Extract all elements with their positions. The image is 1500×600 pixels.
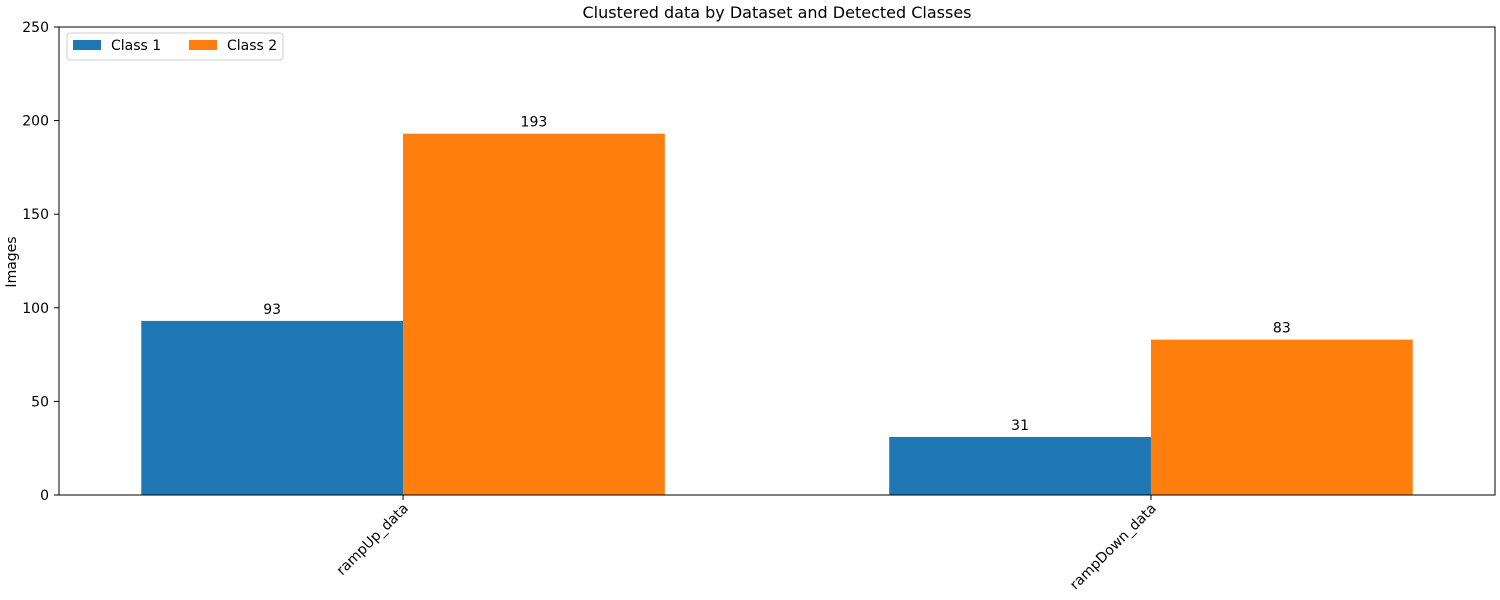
y-tick-label: 200 [22,114,49,130]
bar-class-1-rampup_data [141,320,404,495]
legend-box [66,32,284,61]
data-label: 93 [263,302,281,318]
data-label: 31 [1011,418,1029,434]
bar-class-2-rampup_data [403,133,665,496]
chart-title: Clustered data by Dataset and Detected C… [583,3,972,22]
bars-layer [141,133,1413,496]
bar-class-2-rampdown_data [1150,339,1413,495]
legend: Class 1 Class 2 [66,32,284,61]
y-tick-label: 100 [22,301,49,317]
plot-area-frame [58,26,1496,496]
y-tick-label: 50 [31,394,49,410]
legend-swatch [189,40,217,50]
data-label: 193 [521,115,548,131]
x-tick-label: rampDown_data [1067,501,1160,594]
y-tick-label: 0 [40,488,49,504]
x-tick-label: rampUp_data [334,501,412,579]
y-tick-label: 150 [22,207,49,223]
data-labels-layer: 93 31 193 83 [263,115,1291,434]
data-label: 83 [1273,321,1291,337]
legend-label: Class 2 [227,38,277,54]
legend-label: Class 1 [111,38,161,54]
y-tick-label: 250 [22,20,49,36]
y-axis-title: Images [4,236,20,287]
y-axis: 0 50 100 150 200 250 [22,20,59,504]
bar-class-1-rampdown_data [889,436,1151,495]
legend-swatch [73,40,101,50]
x-axis: rampUp_data rampDown_data [334,495,1160,593]
